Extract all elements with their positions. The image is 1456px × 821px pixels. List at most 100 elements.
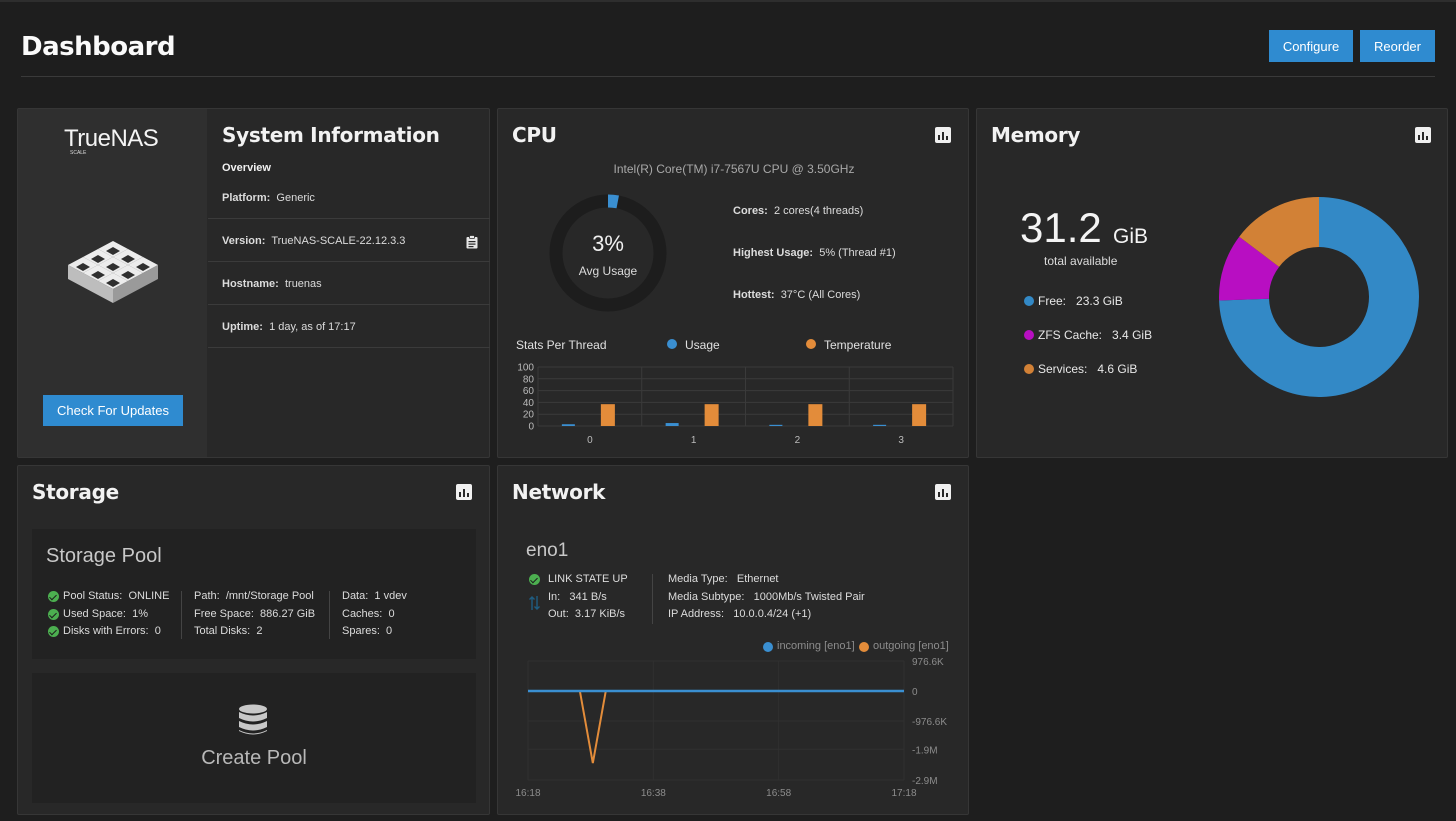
cores-row: Cores: 2 cores(4 threads)	[733, 205, 863, 217]
y-tick-label: 60	[523, 386, 535, 397]
memory-donut-chart	[1219, 197, 1419, 397]
y-tick-label: 0	[912, 687, 918, 698]
outgoing-legend-label[interactable]: outgoing [eno1]	[873, 640, 949, 652]
page-title: Dashboard	[21, 32, 176, 62]
incoming-legend-dot	[763, 642, 773, 652]
path-row: Path: /mnt/Storage Pool	[194, 590, 314, 602]
network-title: Network	[512, 480, 606, 504]
caches-row: Caches: 0	[342, 608, 395, 620]
services-value: 4.6 GiB	[1097, 362, 1138, 376]
usage-bar	[873, 424, 887, 426]
x-tick-label: 16:38	[641, 788, 666, 799]
uptime-label: Uptime:	[222, 321, 263, 333]
cpu-title: CPU	[512, 123, 557, 147]
y-tick-label: -1.9M	[912, 745, 938, 756]
cpu-model: Intel(R) Core(TM) i7-7567U CPU @ 3.50GHz	[613, 162, 855, 176]
free-label: Free:	[1038, 294, 1067, 308]
x-tick-label: 0	[587, 435, 593, 446]
network-traffic-chart: 976.6K 0 -976.6K -1.9M -2.9M 16:18 16:38 16:58 1…	[515, 657, 947, 799]
services-label: Services:	[1038, 362, 1088, 376]
donut-slice-services	[1239, 197, 1319, 267]
spares-value: 0	[386, 625, 393, 637]
column-divider	[329, 591, 330, 639]
media-type-row: Media Type: Ethernet	[668, 573, 779, 585]
storage-title: Storage	[32, 480, 119, 504]
chart-icon[interactable]	[456, 484, 472, 500]
divider	[208, 304, 490, 305]
disk-errors-row: Disks with Errors: 0	[63, 625, 161, 637]
uptime-value: 1 day, as of 17:17	[269, 321, 356, 333]
clipboard-icon[interactable]	[466, 235, 478, 249]
check-icon	[529, 574, 540, 585]
highest-usage-value: 5% (Thread #1)	[819, 247, 896, 259]
usage-legend-dot	[667, 339, 677, 349]
cores-label: Cores:	[733, 205, 768, 217]
temperature-legend-label[interactable]: Temperature	[824, 338, 892, 352]
memory-total-unit: GiB	[1113, 225, 1149, 248]
pool-status-row: Pool Status: ONLINE	[63, 590, 169, 602]
storage-pool-panel[interactable]: Storage Pool Pool Status: ONLINE Used Sp…	[32, 529, 476, 659]
hottest-value: 37°C (All Cores)	[780, 289, 861, 301]
configure-button[interactable]: Configure	[1269, 30, 1353, 62]
disk-errors-value: 0	[154, 625, 161, 637]
zfs-cache-dot	[1024, 330, 1034, 340]
interface-name: eno1	[526, 540, 569, 561]
total-disks-label: Total Disks:	[194, 625, 251, 637]
total-disks-row: Total Disks: 2	[194, 625, 263, 637]
network-card: Network eno1 LINK STATE UP In: 341 B/s O…	[497, 465, 969, 815]
free-space-value: 886.27 GiB	[260, 608, 316, 620]
column-divider	[181, 591, 182, 639]
check-for-updates-button[interactable]: Check For Updates	[43, 395, 183, 426]
usage-legend-label[interactable]: Usage	[685, 338, 720, 352]
uptime-row: Uptime: 1 day, as of 17:17	[222, 321, 356, 333]
y-tick-label: 100	[517, 363, 534, 374]
memory-title: Memory	[991, 123, 1081, 147]
chart-icon[interactable]	[935, 484, 951, 500]
y-tick-label: 40	[523, 398, 535, 409]
donut-slice-free	[1219, 197, 1419, 397]
out-label: Out:	[548, 608, 569, 620]
in-label: In:	[548, 591, 561, 603]
y-tick-label: 20	[523, 410, 535, 421]
cores-value: 2 cores(4 threads)	[773, 205, 864, 217]
hostname-value: truenas	[284, 278, 322, 290]
x-tick-label: 16:58	[766, 788, 791, 799]
highest-usage-row: Highest Usage: 5% (Thread #1)	[733, 247, 896, 259]
media-type-label: Media Type:	[668, 573, 728, 585]
donut-slice-zfs-cache	[1219, 236, 1280, 301]
check-icon	[48, 609, 59, 620]
database-icon	[239, 704, 267, 735]
chart-icon[interactable]	[935, 127, 951, 143]
data-label: Data:	[342, 590, 369, 602]
zfs-cache-label: ZFS Cache:	[1038, 328, 1103, 342]
system-info-title: System Information	[222, 123, 440, 147]
used-space-value: 1%	[132, 608, 149, 620]
temperature-bar	[912, 404, 927, 426]
disk-errors-label: Disks with Errors:	[63, 625, 149, 637]
x-tick-label: 17:18	[891, 788, 916, 799]
gauge-fill	[607, 194, 619, 209]
cpu-avg-gauge	[549, 194, 667, 312]
overview-heading: Overview	[222, 162, 271, 174]
spares-label: Spares:	[342, 625, 380, 637]
media-subtype-label: Media Subtype:	[668, 591, 745, 603]
y-tick-label: 80	[523, 374, 535, 385]
create-pool-panel[interactable]: Create Pool	[32, 673, 476, 803]
services-row: Services: 4.6 GiB	[1038, 362, 1137, 376]
in-value: 341 B/s	[569, 591, 607, 603]
incoming-legend-label[interactable]: incoming [eno1]	[777, 640, 855, 652]
ip-address-label: IP Address:	[668, 608, 725, 620]
free-space-label: Free Space:	[194, 608, 254, 620]
media-subtype-row: Media Subtype: 1000Mb/s Twisted Pair	[668, 591, 865, 603]
hostname-label: Hostname:	[222, 278, 279, 290]
cpu-avg-value: 3%	[592, 231, 624, 256]
free-dot	[1024, 296, 1034, 306]
check-icon	[48, 626, 59, 637]
media-type-value: Ethernet	[736, 573, 779, 585]
reorder-button[interactable]: Reorder	[1360, 30, 1435, 62]
used-space-label: Used Space:	[63, 608, 126, 620]
chart-icon[interactable]	[1415, 127, 1431, 143]
system-info-card: TrueNAS SCALE	[17, 108, 490, 458]
create-pool-label[interactable]: Create Pool	[201, 747, 307, 769]
version-label: Version:	[222, 235, 266, 247]
